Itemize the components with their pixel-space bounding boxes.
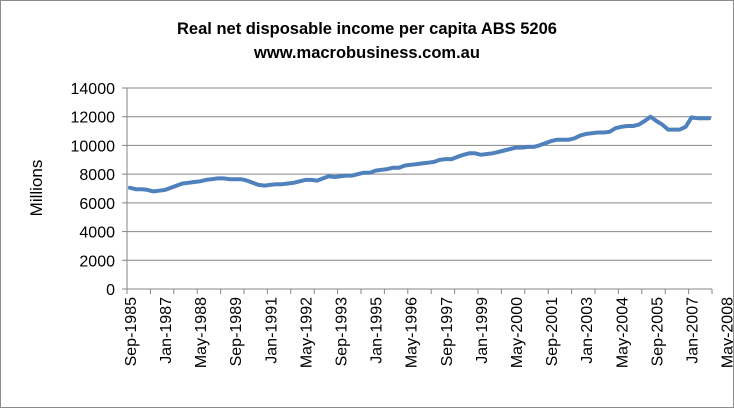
x-tick-label: May-1992 (298, 297, 315, 368)
x-tick-label: Sep-1993 (334, 297, 351, 366)
x-tick-label: Jan-2007 (685, 297, 702, 364)
x-tick-label: Jan-1991 (263, 297, 280, 364)
x-tick-label: May-2000 (509, 297, 526, 368)
x-tick-labels: Sep-1985 Jan-1987 May-1988 Sep-1989 Jan-1991… (123, 297, 733, 368)
x-tick-label: Sep-2005 (649, 297, 666, 366)
chart-title: Real net disposable income per capita AB… (177, 20, 557, 38)
x-tick-label: May-1996 (404, 297, 421, 368)
series-line (127, 114, 712, 194)
axes (122, 87, 713, 294)
y-axis-title: Millions (27, 160, 46, 217)
chart-subtitle: www.macrobusiness.com.au (253, 44, 480, 62)
x-tick-label: Sep-1989 (228, 297, 245, 366)
x-tick-label: May-1988 (193, 297, 210, 368)
x-tick-label: Sep-1997 (439, 297, 456, 366)
y-tick-label: 2000 (79, 253, 115, 270)
y-tick-label: 4000 (79, 225, 115, 242)
x-tick-label: Sep-2001 (544, 297, 561, 366)
y-tick-label: 8000 (79, 167, 115, 184)
x-tick-label: May-2004 (614, 297, 631, 368)
y-tick-label: 14000 (71, 81, 116, 98)
x-tick-label: May-2008 (720, 297, 733, 368)
y-tick-labels: 0 2000 4000 6000 8000 10000 12000 14000 (71, 81, 116, 299)
y-tick-label: 12000 (71, 110, 116, 127)
gridlines (127, 87, 712, 261)
y-tick-label: 0 (106, 282, 115, 299)
x-tick-label: Jan-1987 (158, 297, 175, 364)
x-tick-label: Sep-1985 (123, 297, 140, 366)
x-tick-label: Jan-1999 (474, 297, 491, 364)
x-tick-label: Jan-1995 (369, 297, 386, 364)
y-tick-label: 6000 (79, 196, 115, 213)
x-tick-label: Jan-2003 (579, 297, 596, 364)
series-layer (127, 114, 712, 194)
y-tick-label: 10000 (71, 138, 116, 155)
